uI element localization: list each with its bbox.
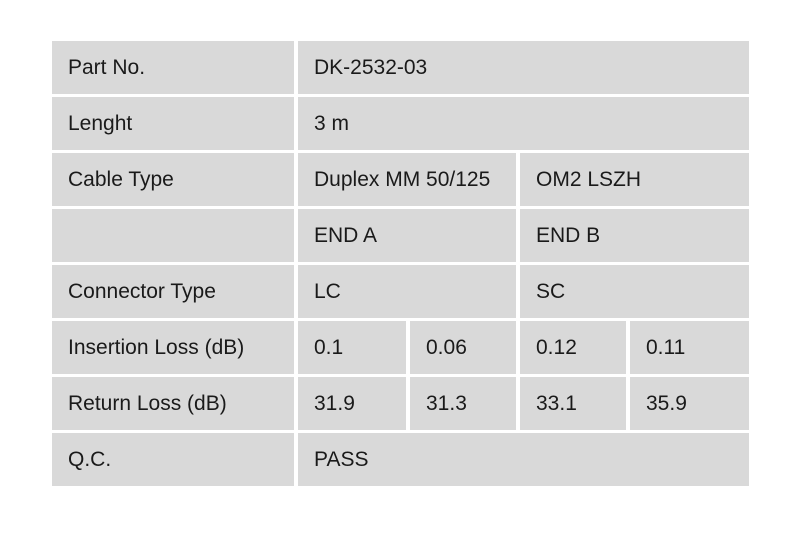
value-return-loss-b1: 33.1: [520, 377, 626, 430]
row-label-connector-type: Connector Type: [52, 265, 294, 318]
value-cable-type-a: Duplex MM 50/125: [298, 153, 516, 206]
row-label-return-loss: Return Loss (dB): [52, 377, 294, 430]
row-label-length: Lenght: [52, 97, 294, 150]
row-label-part-no: Part No.: [52, 41, 294, 94]
value-connector-b: SC: [520, 265, 749, 318]
value-connector-a: LC: [298, 265, 516, 318]
value-insertion-loss-b2: 0.11: [630, 321, 749, 374]
spec-table: Part No. DK-2532-03 Lenght 3 m Cable Typ…: [52, 41, 749, 486]
row-label-ends-empty: [52, 209, 294, 262]
value-length: 3 m: [298, 97, 749, 150]
value-insertion-loss-a2: 0.06: [410, 321, 516, 374]
value-return-loss-a2: 31.3: [410, 377, 516, 430]
value-part-no: DK-2532-03: [298, 41, 749, 94]
value-qc-result: PASS: [298, 433, 749, 486]
row-label-qc: Q.C.: [52, 433, 294, 486]
row-label-cable-type: Cable Type: [52, 153, 294, 206]
value-return-loss-b2: 35.9: [630, 377, 749, 430]
header-end-a: END A: [298, 209, 516, 262]
header-end-b: END B: [520, 209, 749, 262]
value-return-loss-a1: 31.9: [298, 377, 406, 430]
value-cable-type-b: OM2 LSZH: [520, 153, 749, 206]
row-label-insertion-loss: Insertion Loss (dB): [52, 321, 294, 374]
value-insertion-loss-b1: 0.12: [520, 321, 626, 374]
value-insertion-loss-a1: 0.1: [298, 321, 406, 374]
